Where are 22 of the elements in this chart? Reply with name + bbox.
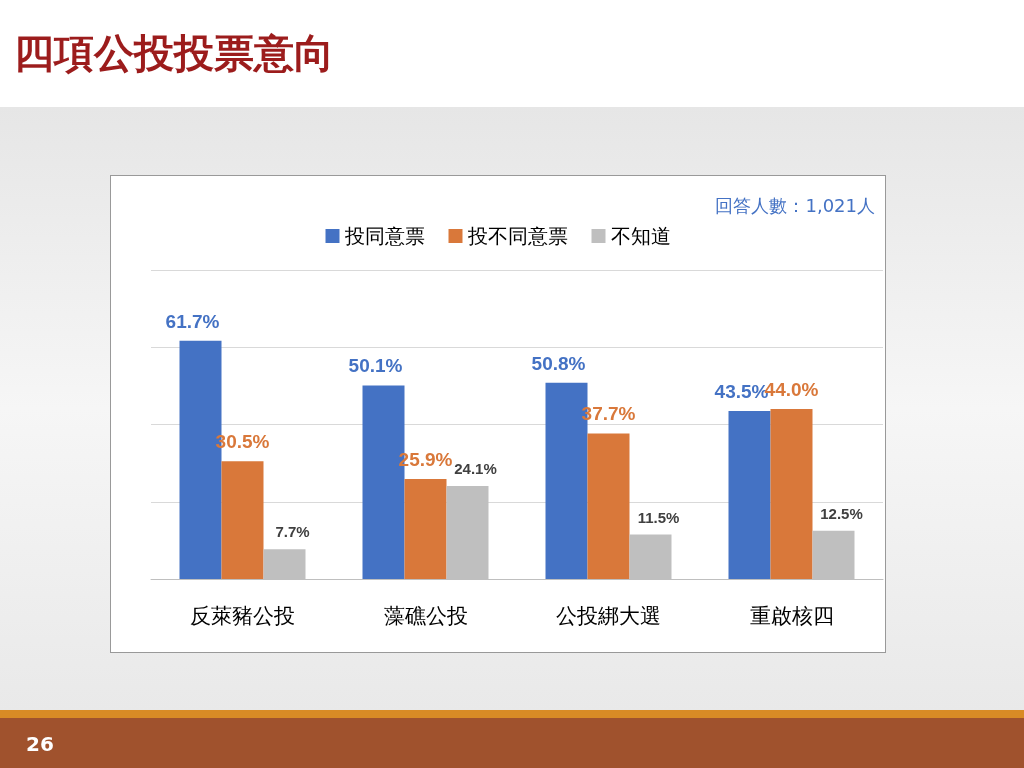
x-tick-label: 公投綁大選: [556, 603, 661, 628]
text: 回答人數：1,021人: [715, 194, 875, 218]
bar: [587, 433, 630, 579]
bar: [728, 410, 771, 579]
x-tick-label: 重啟核四: [749, 603, 834, 628]
data-label: 24.1%: [454, 459, 497, 477]
data-label: 12.5%: [820, 504, 863, 522]
data-label: 50.8%: [531, 352, 586, 374]
x-tick-label: 反萊豬公投: [190, 603, 295, 628]
text: 26: [26, 732, 54, 756]
data-label: 50.1%: [348, 355, 403, 377]
chart-title: 四項公投投票意向: [14, 29, 334, 78]
bar: [770, 409, 813, 579]
bar: [404, 478, 447, 579]
legend-label: 投同意票: [343, 224, 425, 248]
legend-label: 投不同意票: [466, 224, 568, 248]
bar: [221, 461, 264, 579]
legend-label: 不知道: [610, 224, 671, 248]
x-tick-label: 藻礁公投: [383, 603, 468, 628]
data-label: 61.7%: [165, 310, 220, 332]
data-label: 7.7%: [275, 523, 310, 541]
data-label: 11.5%: [637, 508, 680, 526]
